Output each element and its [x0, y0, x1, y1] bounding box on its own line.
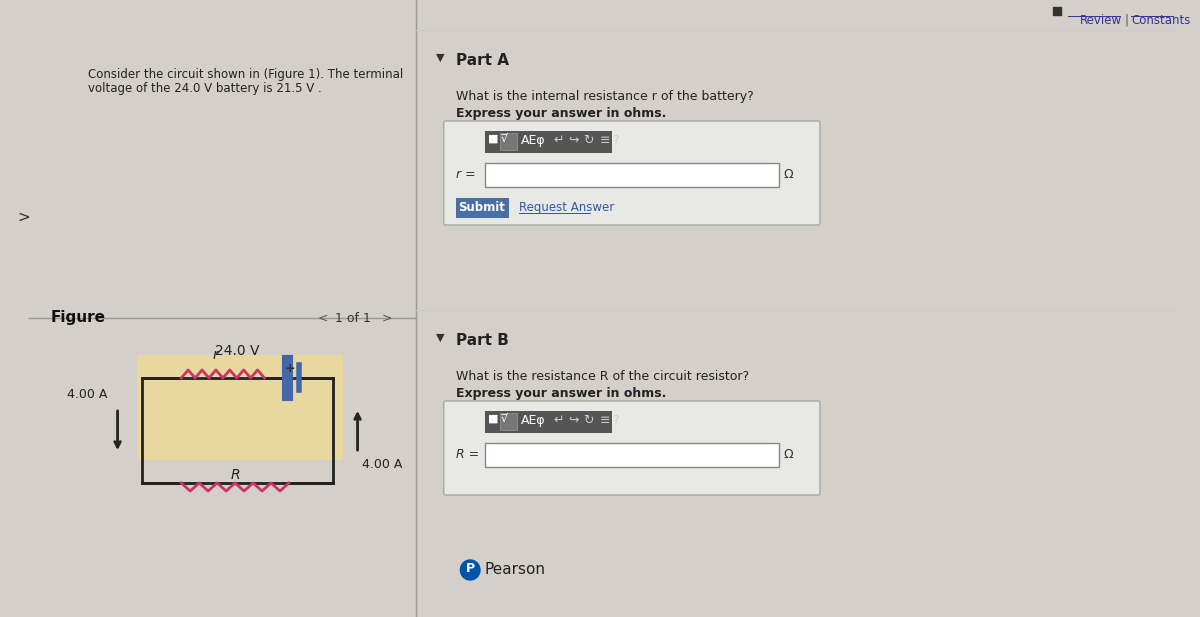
Text: Consider the circuit shown in (Figure 1). The terminal: Consider the circuit shown in (Figure 1)… [88, 68, 403, 81]
Text: Ω: Ω [784, 168, 793, 181]
Text: ▼: ▼ [436, 333, 444, 343]
Text: Figure: Figure [50, 310, 106, 325]
Text: ↵: ↵ [553, 414, 564, 427]
Text: ↪: ↪ [568, 134, 578, 147]
Text: √̅: √̅ [500, 414, 508, 424]
Text: 4.00 A: 4.00 A [362, 458, 403, 471]
FancyBboxPatch shape [444, 401, 820, 495]
Text: +: + [284, 362, 295, 375]
Text: Request Answer: Request Answer [520, 201, 614, 214]
Bar [485, 411, 612, 433]
Text: r: r [212, 348, 218, 362]
Text: Part A: Part A [456, 53, 509, 68]
Text: ■: ■ [488, 134, 498, 144]
Text: Constants: Constants [1132, 14, 1190, 27]
Text: ?: ? [612, 414, 619, 427]
Text: What is the resistance R of the circuit resistor?: What is the resistance R of the circuit … [456, 370, 749, 383]
Text: Ω: Ω [784, 448, 793, 461]
Text: P: P [466, 563, 475, 576]
Text: ↪: ↪ [568, 414, 578, 427]
FancyBboxPatch shape [444, 121, 820, 225]
Text: √̅: √̅ [500, 134, 508, 144]
Text: R: R [230, 468, 240, 482]
Text: ≡: ≡ [600, 414, 610, 427]
Bar [485, 163, 779, 187]
Text: ≡: ≡ [600, 134, 610, 147]
Bar [485, 131, 612, 153]
Text: Express your answer in ohms.: Express your answer in ohms. [456, 387, 666, 400]
Text: ■: ■ [488, 414, 498, 424]
Text: ↻: ↻ [583, 414, 593, 427]
Bar [137, 355, 343, 460]
Bar [499, 413, 517, 430]
Bar [456, 198, 509, 218]
Text: ?: ? [612, 134, 619, 147]
Text: 1 of 1: 1 of 1 [335, 312, 371, 325]
Text: voltage of the 24.0 V battery is 21.5 V .: voltage of the 24.0 V battery is 21.5 V … [88, 82, 322, 95]
Text: 4.00 A: 4.00 A [67, 388, 108, 401]
Text: ▼: ▼ [436, 53, 444, 63]
Text: >: > [382, 312, 392, 325]
Text: What is the internal resistance r of the battery?: What is the internal resistance r of the… [456, 90, 754, 103]
Text: Review: Review [1080, 14, 1122, 27]
Text: ↻: ↻ [583, 134, 593, 147]
Text: AEφ: AEφ [521, 134, 546, 147]
Text: Submit: Submit [458, 201, 505, 214]
Text: Part B: Part B [456, 333, 509, 348]
Text: ↵: ↵ [553, 134, 564, 147]
Bar [1054, 7, 1061, 15]
Text: AEφ: AEφ [521, 414, 546, 427]
Bar [499, 133, 517, 150]
Bar [485, 443, 779, 467]
Text: 24.0 V: 24.0 V [215, 344, 259, 358]
Text: r =: r = [456, 168, 475, 181]
Text: R =: R = [456, 448, 479, 461]
Text: <: < [318, 312, 329, 325]
Bar [142, 378, 334, 483]
Text: >: > [18, 210, 30, 225]
Text: |: | [1124, 14, 1128, 27]
Text: Express your answer in ohms.: Express your answer in ohms. [456, 107, 666, 120]
Circle shape [461, 560, 480, 580]
Text: Pearson: Pearson [485, 561, 546, 576]
